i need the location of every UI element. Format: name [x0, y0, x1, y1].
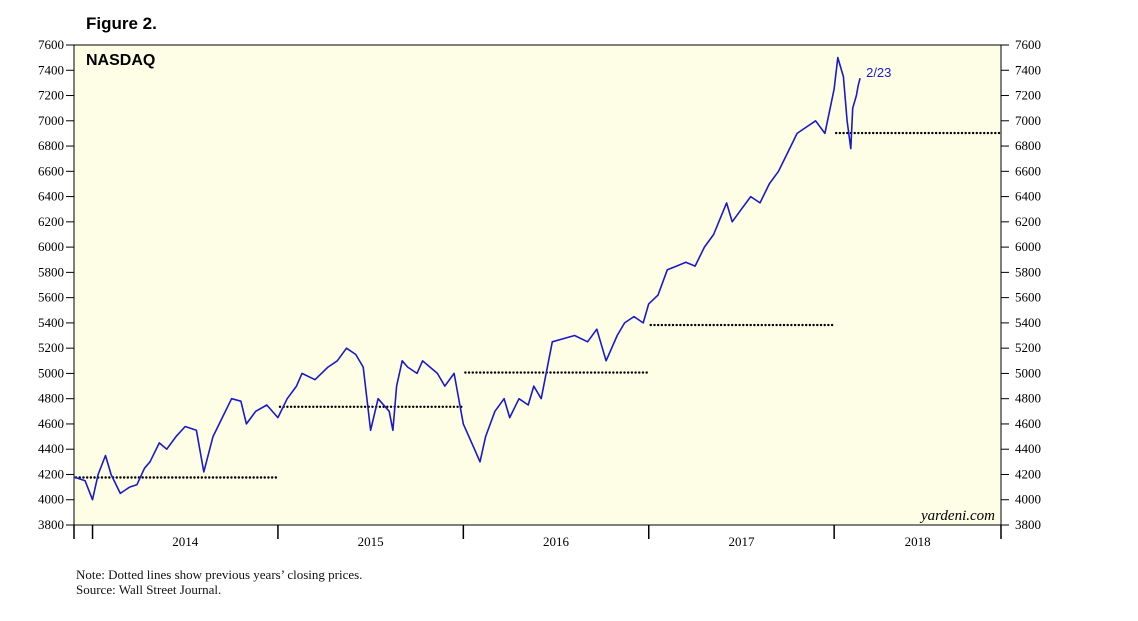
y-tick-label-left: 5200 [38, 340, 64, 355]
y-tick-label-right: 6000 [1015, 239, 1041, 254]
y-tick-label-right: 4800 [1015, 391, 1041, 406]
y-tick-label-left: 6000 [38, 239, 64, 254]
chart-source: Source: Wall Street Journal. [76, 582, 222, 597]
y-tick-label-right: 5600 [1015, 290, 1041, 305]
y-tick-label-left: 7600 [38, 37, 64, 52]
y-tick-label-left: 6800 [38, 138, 64, 153]
chart-title: NASDAQ [86, 52, 155, 69]
y-tick-label-left: 5600 [38, 290, 64, 305]
nasdaq-series-line [73, 56, 861, 501]
y-tick-label-right: 7600 [1015, 37, 1041, 52]
y-tick-label-right: 4000 [1015, 492, 1041, 507]
y-tick-label-right: 6400 [1015, 189, 1041, 204]
plot-area [73, 44, 1002, 526]
y-tick-label-right: 7200 [1015, 88, 1041, 103]
y-axis-right: 3800 4000 4200 4400 4600 4800 5000 5200 5400 5600… [1001, 37, 1041, 532]
x-tick-label: 2015 [358, 534, 384, 549]
y-tick-label-right: 6600 [1015, 163, 1041, 178]
y-tick-label-right: 4200 [1015, 466, 1041, 481]
y-tick-label-right: 4400 [1015, 441, 1041, 456]
y-tick-label-left: 5400 [38, 315, 64, 330]
y-tick-label-right: 3800 [1015, 517, 1041, 532]
y-tick-label-left: 4200 [38, 466, 64, 481]
y-axis-left: 3800 4000 4200 4400 4600 4800 5000 5200 5400 5600… [38, 37, 74, 532]
y-tick-label-right: 4600 [1015, 416, 1041, 431]
y-tick-label-left: 4600 [38, 416, 64, 431]
y-tick-label-right: 5200 [1015, 340, 1041, 355]
y-tick-label-left: 4000 [38, 492, 64, 507]
reference-lines [74, 131, 1001, 479]
y-tick-label-left: 7400 [38, 62, 64, 77]
x-tick-label: 2014 [172, 534, 199, 549]
y-tick-label-left: 7200 [38, 88, 64, 103]
figure-label: Figure 2. [86, 14, 157, 33]
y-tick-label-left: 4400 [38, 441, 64, 456]
y-tick-label-right: 6200 [1015, 214, 1041, 229]
end-annotation: 2/23 [866, 65, 891, 80]
y-tick-label-right: 5800 [1015, 264, 1041, 279]
chart-note: Note: Dotted lines show previous years’ … [76, 567, 363, 582]
y-tick-label-left: 6400 [38, 189, 64, 204]
y-tick-label-left: 5800 [38, 264, 64, 279]
x-tick-label: 2018 [905, 534, 931, 549]
y-tick-label-left: 5000 [38, 365, 64, 380]
y-tick-label-left: 3800 [38, 517, 64, 532]
y-tick-label-left: 7000 [38, 113, 64, 128]
y-tick-label-right: 6800 [1015, 138, 1041, 153]
y-tick-label-right: 5400 [1015, 315, 1041, 330]
y-tick-label-left: 6200 [38, 214, 64, 229]
x-tick-label: 2016 [543, 534, 570, 549]
x-tick-label: 2017 [728, 534, 755, 549]
y-tick-label-left: 4800 [38, 391, 64, 406]
y-tick-label-right: 5000 [1015, 365, 1041, 380]
watermark: yardeni.com [919, 508, 995, 524]
y-tick-label-left: 6600 [38, 163, 64, 178]
x-axis: 2014 2015 2016 2017 2018 [73, 525, 1002, 549]
y-tick-label-right: 7400 [1015, 62, 1041, 77]
y-tick-label-right: 7000 [1015, 113, 1041, 128]
